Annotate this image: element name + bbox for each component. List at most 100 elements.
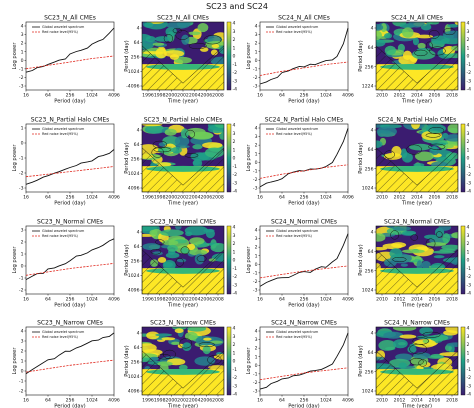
colorbar-tick-label: -4 [467,87,472,93]
significance-contour [428,127,445,134]
x-tick-label: 1024 [86,398,98,404]
x-tick-label: 64 [45,93,51,99]
y-tick-label: 64 [368,350,374,356]
colorbar-tick-label: 2 [467,37,470,43]
power-blob [412,37,419,46]
significance-contour [384,150,395,159]
significance-contour [175,257,184,267]
colorbar-tick-label: 0 [467,258,470,264]
x-tick-label: 1024 [86,93,98,99]
x-tick-label: 1024 [86,195,98,201]
x-axis-label: Time (year) [401,404,432,408]
power-blob [214,124,224,128]
colorbar-tick-label: -4 [233,189,238,195]
colorbar-tick-label: -4 [233,87,238,93]
y-tick-label: 64 [134,345,140,351]
y-tick-label: 256 [131,157,140,163]
significance-contour [425,132,441,138]
legend-entry: Red noise level(95%) [42,335,79,339]
colorbar-tick-label: -4 [467,392,472,398]
wavelet-power-map [376,22,458,90]
red-noise-line [259,367,349,381]
power-blob [205,229,215,239]
legend-entry: Global wavelet spectrum [276,229,319,233]
x-tick-label: 16 [23,93,29,99]
x-tick-label: 1996 [142,195,154,201]
panel-title: SC24_N_Narrow CMEs [384,320,450,327]
power-blob [392,339,408,349]
y-axis-label: Period (day) [358,40,364,71]
x-tick-label: 2010 [376,93,388,99]
power-blob [384,45,397,56]
y-axis-label: Period (day) [358,244,364,275]
power-blob [447,124,458,134]
power-blob [210,243,224,253]
y-tick-label: 0 [255,160,258,166]
x-axis-label: Period (day) [54,303,85,309]
power-blob [165,27,177,37]
colorbar-tick-label: -3 [233,383,238,389]
power-blob [157,257,167,263]
panel-title: SC24_N_All CMEs [391,15,443,22]
y-axis-label: Log power [246,347,252,375]
colorbar-tick-label: -3 [467,383,472,389]
colorbar-tick-label: 4 [467,225,470,231]
spectrum-panel: SC24_N_All CMEs 16 64 256 1024 4096 4 3 2 1 0 -1 -2 -… [246,15,354,105]
y-tick-label: 256 [131,259,140,265]
significance-contour [392,257,407,263]
colorbar-tick-label: 0 [233,359,236,365]
wavelet-panel: SC23_N_Partial Halo CMEs 1996 1998 2000 2002… [124,117,237,207]
spectrum-panel: SC24_N_Narrow CMEs 16 64 256 1024 4096 4 3 2 1 0 -1… [246,320,354,408]
power-blob [187,243,196,251]
x-tick-label: 2016 [429,297,441,303]
x-tick-label: 2000 [165,195,177,201]
y-tick-label: -1 [253,168,258,174]
colorbar-tick-label: -2 [233,274,238,280]
power-blob [425,124,446,134]
colorbar [460,123,466,193]
colorbar-tick-label: 4 [467,123,470,129]
power-blob [171,146,182,154]
x-tick-label: 2010 [376,297,388,303]
colorbar-tick-label: 3 [467,233,470,239]
x-tick-label: 2004 [189,93,201,99]
power-blob [441,244,458,251]
power-blob [430,146,438,152]
y-tick-label: 4 [137,331,140,337]
colorbar-tick-label: 2 [467,139,470,145]
x-tick-label: 16 [257,195,263,201]
x-axis-label: Period (day) [288,303,319,309]
y-tick-label: 1 [21,126,24,132]
y-axis-label: Log power [246,144,252,172]
significance-contour [203,35,222,45]
y-tick-label: 3 [255,337,258,343]
x-tick-label: 4096 [108,195,120,201]
significance-contour [151,147,164,158]
x-tick-label: 64 [279,93,285,99]
power-blob [398,55,417,66]
y-axis-label: Period (day) [124,244,130,275]
power-blob [402,230,417,236]
y-tick-label: -3 [253,186,258,192]
colorbar-tick-label: -1 [467,266,472,272]
spectrum-panel: SC24_N_Normal CMEs 16 64 256 1024 4096 4 3 2 1 0 -1… [246,219,354,309]
x-tick-label: 16 [23,398,29,404]
y-tick-label: 4 [137,230,140,236]
y-tick-label: 1 [255,354,258,360]
x-tick-label: 2004 [189,297,201,303]
x-tick-label: 16 [23,195,29,201]
colorbar [226,123,232,193]
significance-contour [207,355,222,365]
y-tick-label: -1 [19,156,24,162]
panel-title: SC23_N_Normal CMEs [37,219,103,226]
x-axis-label: Period (day) [54,404,85,408]
y-tick-label: 2 [21,349,24,355]
plot-frame [25,21,115,91]
x-tick-label: 16 [257,398,263,404]
y-tick-label: 1024 [362,186,374,192]
y-tick-label: 1224 [362,84,374,90]
power-blob [184,226,209,236]
colorbar-tick-label: 4 [233,21,236,27]
power-blob [407,345,417,354]
